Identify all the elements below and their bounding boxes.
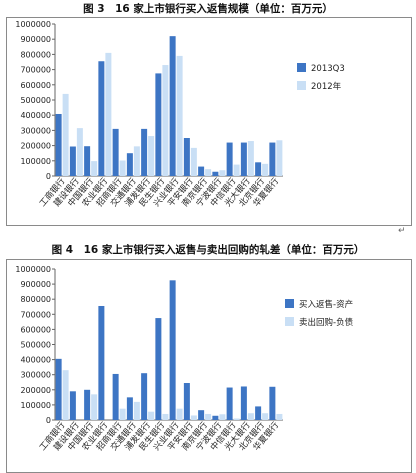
bar-series-b [176,55,183,176]
bar-series-b [219,414,226,420]
bar-series-b [247,141,254,176]
y-tick-label: 200000 [20,386,51,395]
bar-series-a [84,146,91,176]
bar-series-a [169,280,176,420]
bar-series-b [176,408,183,420]
paragraph-mark: ↵ [398,226,406,236]
bar-series-b [162,413,169,420]
y-tick-label: 0 [46,172,51,181]
y-tick-label: 100000 [20,157,51,166]
bar-series-a [126,397,133,420]
bar-series-a [55,358,62,420]
bar-series-b [91,161,98,176]
bar-series-b [62,370,69,420]
bar-series-a [55,113,62,176]
figure-3-title: 图 3 16 家上市银行买入返售规模（单位：百万元） [83,3,333,15]
bar-series-a [212,171,219,176]
bar-series-a [112,128,119,176]
bar-series-a [240,386,247,420]
bar-series-a [155,318,162,420]
y-tick-label: 1000000 [15,265,51,274]
bar-series-a [183,138,190,176]
legend-swatch [285,299,294,308]
legend-swatch [285,317,294,326]
y-tick-label: 800000 [20,295,51,304]
y-tick-label: 600000 [20,325,51,334]
y-tick-label: 1000000 [15,20,51,29]
bar-series-b [133,401,140,420]
bar-series-b [76,128,83,176]
bar-series-b [91,394,98,420]
y-tick-label: 400000 [20,356,51,365]
y-tick-label: 300000 [20,126,51,135]
y-tick-label: 700000 [20,310,51,319]
legend-label: 2013Q3 [311,64,345,74]
bar-series-a [84,389,91,420]
bar-series-a [240,142,247,176]
bar-series-a [226,387,233,420]
bar-series-b [276,140,283,176]
bar-series-a [255,162,262,176]
bar-series-a [269,386,276,420]
bar-series-b [233,418,240,420]
bar-series-a [255,406,262,420]
bar-series-b [205,413,212,420]
bar-series-a [169,36,176,176]
bar-series-b [219,170,226,176]
y-tick-label: 500000 [20,341,51,350]
bar-series-a [141,373,148,420]
y-tick-label: 800000 [20,50,51,59]
bar-series-b [247,413,254,420]
bar-series-a [183,383,190,420]
bar-series-b [62,93,69,176]
bar-series-a [98,61,105,176]
bar-series-a [226,142,233,176]
bar-series-b [119,160,126,176]
y-tick-label: 700000 [20,66,51,75]
legend-label: 买入返售-资产 [299,299,353,310]
chart-1: 0 100000 200000 300000 400000 500000 600000 700… [6,17,412,226]
bar-series-a [155,73,162,176]
y-tick-label: 900000 [20,280,51,289]
chart-1-svg: 0 100000 200000 300000 400000 500000 600000 700… [15,20,345,209]
y-tick-label: 500000 [20,96,51,105]
bar-series-b [148,411,155,420]
bar-series-b [148,136,155,176]
bar-series-a [198,410,205,420]
legend-swatch [297,63,306,72]
bar-series-a [141,128,148,176]
y-tick-label: 900000 [20,35,51,44]
y-tick-label: 0 [46,416,51,425]
bar-series-a [98,305,105,420]
bar-series-a [69,146,76,176]
bar-series-b [105,52,112,176]
bar-series-b [276,413,283,420]
bar-series-a [112,373,119,420]
legend-label: 卖出回购-负债 [299,317,354,328]
bar-series-b [119,408,126,420]
y-tick-label: 200000 [20,142,51,151]
bar-series-b [190,415,197,420]
legend-swatch [297,81,306,90]
bar-series-b [205,169,212,176]
y-tick-label: 300000 [20,371,51,380]
bar-series-b [190,147,197,176]
bar-series-a [212,415,219,420]
bar-series-b [133,146,140,176]
bar-series-a [269,142,276,176]
chart-2-svg: 0 100000 200000 300000 400000 500000 600000 700… [15,265,354,453]
y-tick-label: 400000 [20,111,51,120]
figure-4-title: 图 4 16 家上市银行买入返售与卖出回购的轧差（单位：百万元） [51,244,365,256]
bar-series-a [69,391,76,420]
legend-label: 2012年 [311,81,342,92]
bar-series-a [126,153,133,176]
bar-series-b [162,65,169,176]
bar-series-b [262,163,269,176]
y-tick-label: 100000 [20,401,51,410]
chart-2: 0 100000 200000 300000 400000 500000 600000 700… [6,259,412,473]
bar-series-b [262,413,269,420]
bar-series-a [198,166,205,176]
y-tick-label: 600000 [20,81,51,90]
bar-series-b [233,164,240,176]
